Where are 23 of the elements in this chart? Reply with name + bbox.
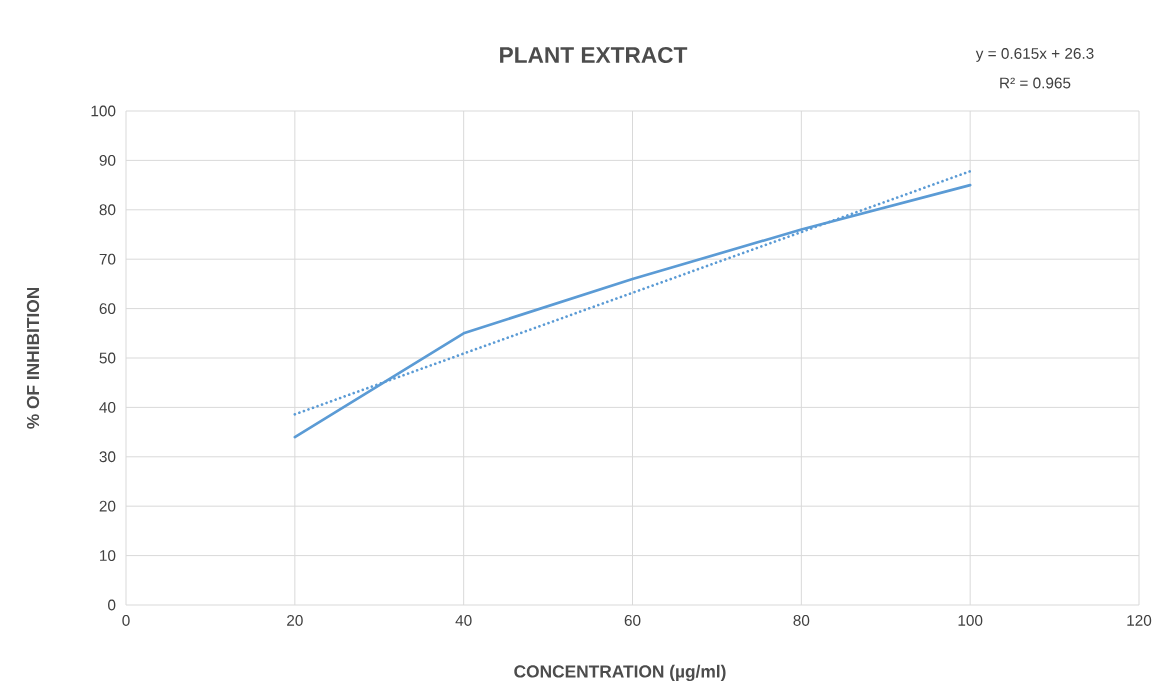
y-tick-label: 100: [91, 105, 116, 117]
y-tick-label: 70: [99, 253, 116, 265]
y-tick-label: 20: [99, 500, 116, 512]
y-tick-label: 10: [100, 550, 116, 562]
y-tick-label: 60: [99, 303, 116, 315]
y-tick-label: 30: [99, 451, 116, 463]
chart-title: PLANT EXTRACT: [500, 46, 688, 64]
y-tick-label: 90: [99, 154, 116, 166]
y-tick-label: 0: [108, 599, 116, 611]
x-tick-label: 60: [624, 615, 641, 626]
y-axis-title: % OF INHIBITION: [26, 287, 40, 429]
x-tick-label: 100: [958, 615, 983, 626]
x-tick-label: 0: [122, 615, 130, 626]
x-axis-title: CONCENTRATION (µg/ml): [514, 664, 726, 682]
y-tick-label: 80: [99, 204, 116, 216]
y-tick-label: 50: [99, 352, 116, 364]
x-tick-label: 40: [455, 615, 472, 626]
text: y = 0.615x + 26.3: [975, 48, 1094, 62]
y-tick-label: 40: [99, 401, 116, 413]
x-tick-label: 20: [287, 615, 303, 626]
x-tick-label: 80: [793, 615, 810, 626]
text: R² = 0.965: [1000, 77, 1071, 89]
x-tick-label: 120: [1127, 615, 1152, 626]
